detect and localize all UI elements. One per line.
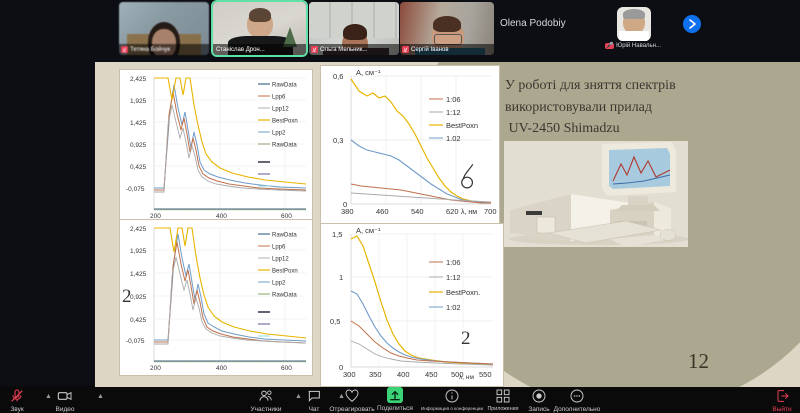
svg-text:0,3: 0,3: [333, 136, 343, 145]
svg-text:400: 400: [397, 370, 410, 379]
svg-text:λ, нм: λ, нм: [461, 209, 477, 216]
svg-text:Lpp2: Lpp2: [272, 131, 286, 137]
svg-text:-0,075: -0,075: [126, 186, 145, 193]
svg-text:Lpp2: Lpp2: [272, 281, 286, 287]
svg-text:0,425: 0,425: [130, 317, 147, 324]
svg-text:1:12: 1:12: [446, 273, 461, 282]
svg-text:1,925: 1,925: [130, 98, 147, 105]
svg-text:1.02: 1.02: [446, 134, 461, 143]
svg-text:0,425: 0,425: [130, 164, 147, 171]
svg-text:1: 1: [339, 273, 343, 282]
svg-text:Lpp12: Lpp12: [272, 107, 289, 113]
svg-text:λ, нм: λ, нм: [459, 374, 474, 381]
svg-text:2,425: 2,425: [130, 76, 147, 83]
svg-text:460: 460: [376, 207, 389, 216]
svg-text:200: 200: [150, 365, 161, 372]
svg-text:550: 550: [479, 370, 492, 379]
svg-text:Lpp6: Lpp6: [272, 95, 286, 101]
svg-text:1,925: 1,925: [130, 248, 147, 255]
svg-text:RawData: RawData: [272, 233, 297, 239]
svg-text:1,5: 1,5: [332, 230, 342, 239]
svg-text:BestPoxn: BestPoxn: [446, 121, 478, 130]
svg-text:400: 400: [216, 365, 227, 372]
svg-text:2: 2: [122, 286, 132, 307]
svg-text:RawData: RawData: [272, 293, 297, 299]
svg-text:-0,075: -0,075: [126, 338, 145, 345]
svg-text:450: 450: [425, 370, 438, 379]
svg-text:RawData: RawData: [272, 143, 297, 149]
svg-text:0,925: 0,925: [130, 142, 147, 149]
svg-text:1,425: 1,425: [130, 120, 147, 127]
svg-text:BestPoxn: BestPoxn: [272, 269, 298, 275]
svg-text:0,925: 0,925: [130, 294, 147, 301]
svg-text:1,425: 1,425: [130, 271, 147, 278]
svg-text:1:02: 1:02: [446, 303, 461, 312]
svg-text:A, см⁻¹: A, см⁻¹: [356, 226, 381, 235]
svg-text:1:12: 1:12: [446, 108, 461, 117]
svg-text:600: 600: [281, 365, 292, 372]
svg-text:Lpp12: Lpp12: [272, 257, 289, 263]
svg-text:BestPoxn.: BestPoxn.: [446, 288, 480, 297]
svg-text:2: 2: [461, 328, 471, 349]
svg-text:620: 620: [446, 207, 459, 216]
svg-text:700: 700: [484, 207, 497, 216]
svg-text:1:06: 1:06: [446, 258, 461, 267]
svg-text:0,6: 0,6: [333, 72, 343, 81]
svg-text:RawData: RawData: [272, 83, 297, 89]
svg-text:0,5: 0,5: [330, 317, 340, 326]
svg-text:300: 300: [343, 370, 356, 379]
svg-text:2,425: 2,425: [130, 226, 147, 233]
svg-text:BestPoxn: BestPoxn: [272, 119, 298, 125]
svg-text:A, см⁻¹: A, см⁻¹: [356, 68, 381, 77]
svg-text:Lpp6: Lpp6: [272, 245, 286, 251]
svg-text:1:06: 1:06: [446, 95, 461, 104]
svg-text:540: 540: [411, 207, 424, 216]
svg-text:380: 380: [341, 207, 354, 216]
svg-text:350: 350: [369, 370, 382, 379]
